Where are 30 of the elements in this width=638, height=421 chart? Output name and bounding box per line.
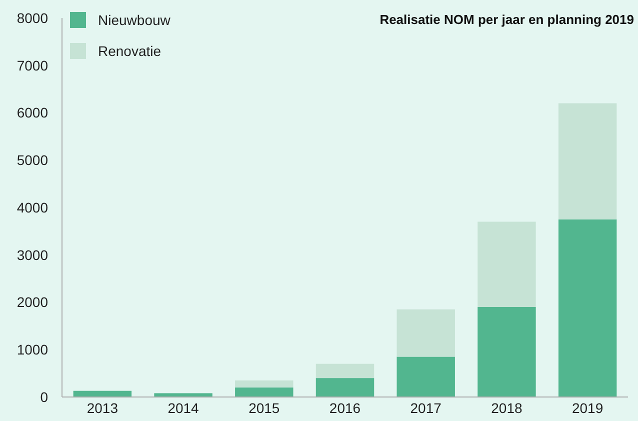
x-tick-label: 2018 (491, 400, 522, 416)
x-tick-label: 2017 (410, 400, 442, 416)
x-tick-label: 2019 (572, 400, 604, 416)
bar (316, 364, 374, 378)
x-tick-label: 2015 (248, 400, 280, 416)
bar (396, 356, 455, 397)
bar (396, 309, 455, 357)
bar (154, 393, 212, 397)
y-tick-label: 7000 (16, 57, 48, 74)
bar (478, 306, 536, 397)
x-tick-label: 2014 (168, 400, 200, 416)
bar (478, 222, 536, 307)
y-tick-label: 0 (40, 388, 48, 405)
legend-label: Nieuwbouw (98, 12, 172, 28)
legend-label: Renovatie (98, 42, 162, 59)
y-tick-label: 4000 (16, 199, 48, 216)
y-tick-label: 1000 (16, 342, 48, 358)
y-tick-label: 8000 (16, 10, 48, 26)
bar (316, 378, 374, 397)
chart-title: Realisatie NOM per jaar en planning 2019 (380, 12, 634, 27)
x-tick-label: 2016 (329, 400, 361, 416)
y-tick-label: 2000 (16, 294, 48, 310)
y-tick-label: 3000 (16, 246, 48, 263)
bar (558, 103, 617, 220)
x-tick-label: 2013 (86, 400, 118, 416)
bar (558, 219, 617, 397)
y-tick-label: 5000 (16, 152, 48, 168)
bar (235, 380, 294, 388)
bar (235, 388, 294, 397)
y-tick-label: 6000 (16, 104, 48, 121)
